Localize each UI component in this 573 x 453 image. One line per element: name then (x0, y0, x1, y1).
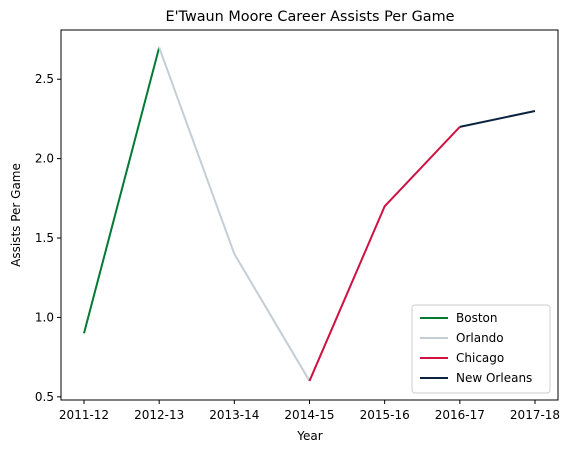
y-tick-label: 2.0 (35, 152, 54, 166)
x-axis-label: Year (296, 429, 322, 443)
y-axis-ticks: 0.5 1.0 1.5 2.0 2.5 (35, 72, 61, 404)
x-tick-label: 2012-13 (134, 408, 184, 422)
x-tick-label: 2013-14 (209, 408, 259, 422)
plot-lines (83, 47, 536, 382)
y-axis-label: Assists Per Game (9, 163, 23, 267)
legend-label: Chicago (456, 351, 504, 365)
x-axis-ticks: 2011-12 2012-13 2013-14 2014-15 2015-16 2016-… (59, 400, 560, 422)
x-tick-label: 2014-15 (284, 408, 334, 422)
series-line-1 (158, 47, 311, 382)
series-line-2 (308, 126, 461, 382)
legend: Boston Orlando Chicago New Orleans (411, 304, 551, 394)
legend-label: Orlando (456, 331, 504, 345)
chart-title: E'Twaun Moore Career Assists Per Game (166, 9, 455, 25)
legend-label: Boston (456, 311, 497, 325)
legend-label: New Orleans (456, 371, 532, 385)
y-tick-label: 0.5 (35, 390, 54, 404)
x-tick-label: 2011-12 (59, 408, 109, 422)
x-tick-label: 2015-16 (360, 408, 410, 422)
y-tick-label: 1.0 (35, 310, 54, 324)
series-line-0 (83, 47, 161, 334)
x-tick-label: 2017-18 (510, 408, 560, 422)
x-tick-label: 2016-17 (435, 408, 485, 422)
series-line-3 (459, 110, 536, 128)
y-tick-label: 2.5 (35, 72, 54, 86)
y-tick-label: 1.5 (35, 231, 54, 245)
legend-box (411, 304, 551, 394)
